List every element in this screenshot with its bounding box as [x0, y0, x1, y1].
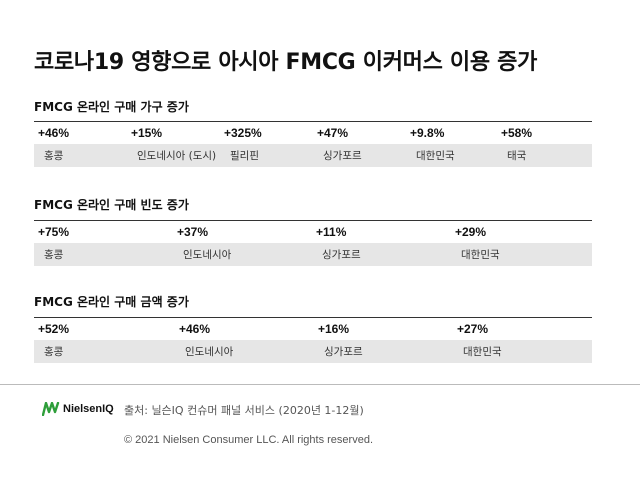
value-cell: +29%: [455, 225, 487, 239]
names-row: 홍콩 인도네시아 싱가포르 대한민국: [34, 243, 592, 266]
value-cell: +37%: [177, 225, 209, 239]
country-cell: 태국: [507, 150, 527, 162]
country-cell: 필리핀: [230, 150, 259, 162]
value-cell: +16%: [318, 322, 350, 336]
table-top-rule: [34, 317, 592, 318]
section-title-frequency: FMCG 온라인 구매 빈도 증가: [34, 198, 189, 212]
table-top-rule: [34, 220, 592, 221]
nielseniq-logo-icon: [42, 402, 60, 416]
country-cell: 대한민국: [463, 346, 502, 358]
country-cell: 인도네시아: [183, 249, 232, 261]
section-title-spend: FMCG 온라인 구매 금액 증가: [34, 295, 189, 309]
logo-text: NielsenIQ: [63, 403, 114, 415]
footer-divider: [0, 384, 640, 385]
values-row: +75% +37% +11% +29%: [34, 221, 592, 243]
country-cell: 싱가포르: [322, 249, 361, 261]
value-cell: +58%: [501, 126, 533, 140]
spend-table: +52% +46% +16% +27% 홍콩 인도네시아 싱가포르 대한민국: [34, 317, 592, 363]
country-cell: 싱가포르: [324, 346, 363, 358]
value-cell: +46%: [179, 322, 211, 336]
source-note: 출처: 닐슨IQ 컨슈머 패널 서비스 (2020년 1-12월): [124, 404, 364, 417]
value-cell: +11%: [316, 225, 347, 239]
copyright-note: © 2021 Nielsen Consumer LLC. All rights …: [124, 434, 373, 446]
value-cell: +325%: [224, 126, 262, 140]
value-cell: +52%: [38, 322, 70, 336]
households-table: +46% +15% +325% +47% +9.8% +58% 홍콩 인도네시아…: [34, 121, 592, 167]
page-title: 코로나19 영향으로 아시아 FMCG 이커머스 이용 증가: [34, 50, 538, 75]
names-row: 홍콩 인도네시아 (도시) 필리핀 싱가포르 대한민국 태국: [34, 144, 592, 167]
value-cell: +27%: [457, 322, 489, 336]
values-row: +46% +15% +325% +47% +9.8% +58%: [34, 122, 592, 144]
country-cell: 홍콩: [44, 249, 64, 261]
country-cell: 홍콩: [44, 150, 64, 162]
frequency-table: +75% +37% +11% +29% 홍콩 인도네시아 싱가포르 대한민국: [34, 220, 592, 266]
country-cell: 인도네시아 (도시): [137, 150, 217, 162]
country-cell: 홍콩: [44, 346, 64, 358]
country-cell: 싱가포르: [323, 150, 362, 162]
table-top-rule: [34, 121, 592, 122]
value-cell: +46%: [38, 126, 70, 140]
section-title-households: FMCG 온라인 구매 가구 증가: [34, 100, 189, 114]
values-row: +52% +46% +16% +27%: [34, 318, 592, 340]
country-cell: 대한민국: [461, 249, 500, 261]
nielseniq-logo: NielsenIQ: [42, 402, 114, 416]
country-cell: 인도네시아: [185, 346, 234, 358]
value-cell: +75%: [38, 225, 70, 239]
value-cell: +9.8%: [410, 126, 445, 140]
value-cell: +47%: [317, 126, 349, 140]
country-cell: 대한민국: [416, 150, 455, 162]
names-row: 홍콩 인도네시아 싱가포르 대한민국: [34, 340, 592, 363]
value-cell: +15%: [131, 126, 163, 140]
